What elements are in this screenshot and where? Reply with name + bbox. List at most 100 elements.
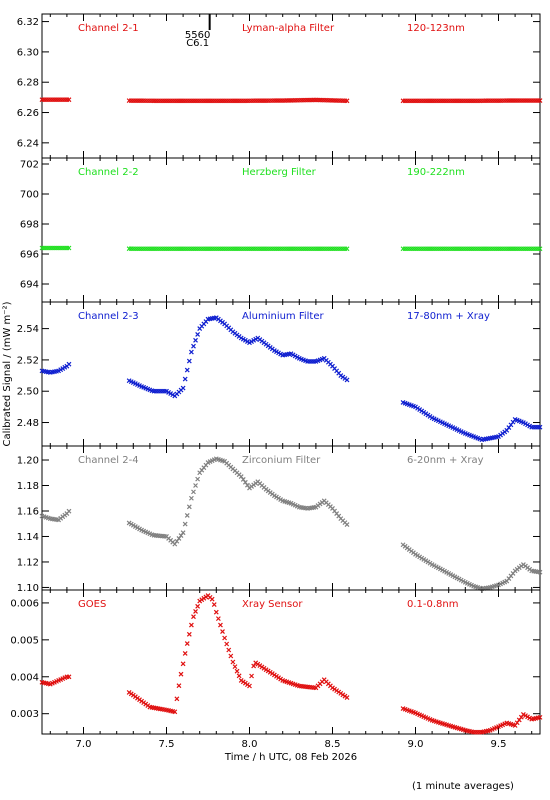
data-point (251, 663, 257, 669)
data-point (66, 508, 72, 514)
panel-label: 17-80nm + Xray (407, 311, 490, 322)
panel-label: 6-20nm + Xray (407, 455, 484, 466)
y-tick-label: 702 (20, 160, 39, 171)
y-tick-label: 1.12 (17, 557, 39, 568)
data-point (344, 695, 350, 700)
data-point (537, 424, 543, 430)
data-point (178, 671, 184, 677)
data-point (193, 609, 198, 614)
data-point (211, 602, 217, 607)
panel-frame (41, 445, 541, 591)
y-tick-label: 2.48 (17, 418, 39, 429)
data-point (182, 521, 188, 527)
y-tick-label: 0.006 (10, 598, 39, 609)
y-tick-label: 1.18 (17, 481, 39, 492)
y-tick-label: 6.24 (17, 138, 39, 149)
y-tick-label: 6.28 (17, 78, 39, 89)
data-point (176, 683, 182, 689)
data-point (193, 483, 198, 488)
x-tick-label: 7.5 (159, 739, 175, 750)
data-point (180, 530, 186, 536)
data-point (218, 622, 223, 628)
y-tick-label: 700 (20, 190, 39, 201)
y-tick-label: 6.30 (17, 47, 39, 58)
data-point (230, 659, 236, 665)
data-point (344, 377, 350, 383)
panel-label: Zirconium Filter (242, 455, 321, 466)
footnote-text: (1 minute averages) (412, 781, 514, 792)
data-point (188, 349, 194, 355)
data-point (66, 674, 72, 680)
data-point (180, 385, 186, 391)
data-point (188, 622, 194, 628)
data-point (188, 495, 194, 501)
y-tick-label: 0.003 (10, 709, 39, 720)
data-point (537, 246, 543, 252)
data-point (226, 647, 232, 653)
data-point (172, 709, 178, 715)
x-tick-label: 8.5 (325, 739, 341, 750)
data-point (174, 696, 180, 702)
panel-label: Channel 2-1 (78, 23, 139, 34)
y-axis-title: Calibrated Signal / (mW m⁻²) (2, 301, 13, 446)
data-point (228, 653, 234, 659)
y-tick-label: 698 (20, 220, 39, 231)
y-tick-label: 2.54 (17, 324, 39, 335)
data-point (186, 504, 192, 510)
data-point (66, 361, 72, 367)
y-tick-label: 2.50 (17, 387, 39, 398)
data-point (224, 641, 230, 647)
data-point (220, 629, 225, 634)
data-point (182, 651, 188, 656)
data-point (191, 343, 196, 349)
panel-label: Channel 2-2 (78, 167, 139, 178)
data-point (344, 246, 350, 252)
data-point (215, 616, 221, 622)
data-point (236, 673, 242, 679)
data-point (193, 337, 198, 343)
panel-label: 190-222nm (407, 167, 465, 178)
panel-label: Channel 2-3 (78, 311, 139, 322)
y-tick-label: 694 (20, 280, 39, 291)
data-point (184, 513, 190, 518)
data-point (232, 664, 238, 670)
y-tick-label: 0.004 (10, 672, 39, 683)
y-tick-label: 1.20 (17, 456, 39, 467)
y-tick-label: 696 (20, 250, 39, 261)
panel-frame (41, 13, 541, 159)
data-point (66, 245, 72, 251)
x-tick-label: 9.5 (491, 739, 507, 750)
x-tick-label: 9.0 (408, 739, 424, 750)
panel-label: Aluminium Filter (242, 311, 325, 322)
panel-label: 120-123nm (407, 23, 465, 34)
data-point (195, 603, 201, 609)
data-point (186, 358, 192, 364)
y-tick-label: 1.16 (17, 506, 39, 517)
panel-label: Channel 2-4 (78, 455, 139, 466)
data-point (537, 714, 543, 720)
data-point (249, 673, 254, 679)
panel-label: Herzberg Filter (242, 167, 317, 178)
data-point (182, 376, 188, 382)
data-point (195, 332, 201, 337)
data-point (344, 522, 350, 528)
panel-label: Xray Sensor (242, 599, 303, 610)
x-tick-label: 8.0 (242, 739, 258, 750)
y-tick-label: 6.26 (17, 108, 39, 119)
data-point (213, 609, 219, 615)
event-label: C6.1 (186, 38, 209, 49)
panel-label: Lyman-alpha Filter (242, 23, 335, 34)
x-axis-title: Time / h UTC, 08 Feb 2026 (224, 752, 357, 763)
data-point (186, 631, 192, 637)
y-tick-label: 1.10 (17, 583, 39, 594)
data-point (180, 661, 186, 667)
y-tick-label: 6.32 (17, 17, 39, 28)
data-point (184, 367, 190, 373)
y-tick-label: 0.005 (10, 635, 39, 646)
event-label: 5560 (185, 30, 210, 41)
data-point (66, 97, 72, 103)
data-point (191, 614, 196, 620)
data-point (537, 98, 543, 103)
panel-label: 0.1-0.8nm (407, 599, 459, 610)
